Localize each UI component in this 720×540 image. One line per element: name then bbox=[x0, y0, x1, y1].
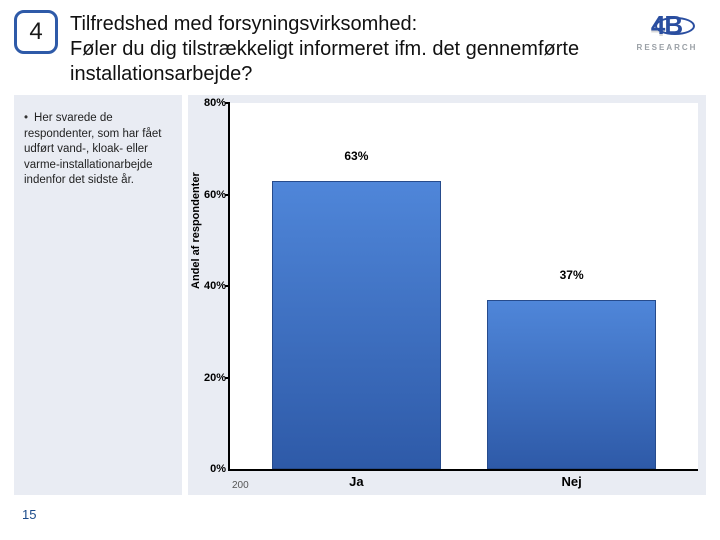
slide-body: Her svarede de respondenter, som har fåe… bbox=[0, 95, 720, 495]
bar-value-label: 63% bbox=[344, 149, 368, 165]
brand-logo: 4 B RESEARCH bbox=[628, 10, 706, 52]
y-tick-label: 80% bbox=[194, 97, 226, 109]
page-number: 15 bbox=[22, 507, 36, 522]
logo-subtitle: RESEARCH bbox=[637, 43, 698, 52]
y-tick-label: 0% bbox=[194, 463, 226, 475]
y-tick-label: 40% bbox=[194, 280, 226, 292]
logo-glyph-left: 4 bbox=[651, 10, 663, 41]
chart-bar bbox=[272, 181, 440, 469]
title-text: Tilfredshed med forsyningsvirksomhed: Fø… bbox=[70, 13, 579, 85]
bullet-text: Her svarede de respondenter, som har fåe… bbox=[24, 112, 161, 186]
question-number: 4 bbox=[29, 18, 42, 46]
x-category-label: Ja bbox=[349, 474, 363, 489]
brand-logo-mark: 4 B bbox=[651, 10, 683, 41]
chart-panel: Andel af respondenter 63%37% 0%20%40%60%… bbox=[188, 95, 706, 495]
chart-bars-layer: 63% 37% bbox=[230, 103, 698, 469]
x-category-label: Nej bbox=[562, 474, 582, 489]
y-tick-mark bbox=[225, 102, 230, 104]
chart-bar bbox=[487, 300, 655, 469]
logo-glyph-right: B bbox=[664, 10, 683, 41]
bar-value-label: 37% bbox=[560, 268, 584, 284]
y-tick-mark bbox=[225, 377, 230, 379]
y-tick-label: 60% bbox=[194, 189, 226, 201]
y-tick-mark bbox=[225, 285, 230, 287]
chart-plot-area: 63%37% 0%20%40%60%80%JaNej bbox=[228, 103, 698, 471]
chart-n-footnote: 200 bbox=[232, 480, 249, 491]
y-tick-mark bbox=[225, 194, 230, 196]
sidebar-bullet: Her svarede de respondenter, som har fåe… bbox=[24, 111, 172, 189]
sidebar-panel: Her svarede de respondenter, som har fåe… bbox=[14, 95, 182, 495]
slide-title: Tilfredshed med forsyningsvirksomhed: Fø… bbox=[70, 10, 616, 87]
question-number-badge: 4 bbox=[14, 10, 58, 54]
y-tick-label: 20% bbox=[194, 372, 226, 384]
sidebar-bullets: Her svarede de respondenter, som har fåe… bbox=[24, 111, 172, 189]
slide-header: 4 Tilfredshed med forsyningsvirksomhed: … bbox=[0, 0, 720, 95]
